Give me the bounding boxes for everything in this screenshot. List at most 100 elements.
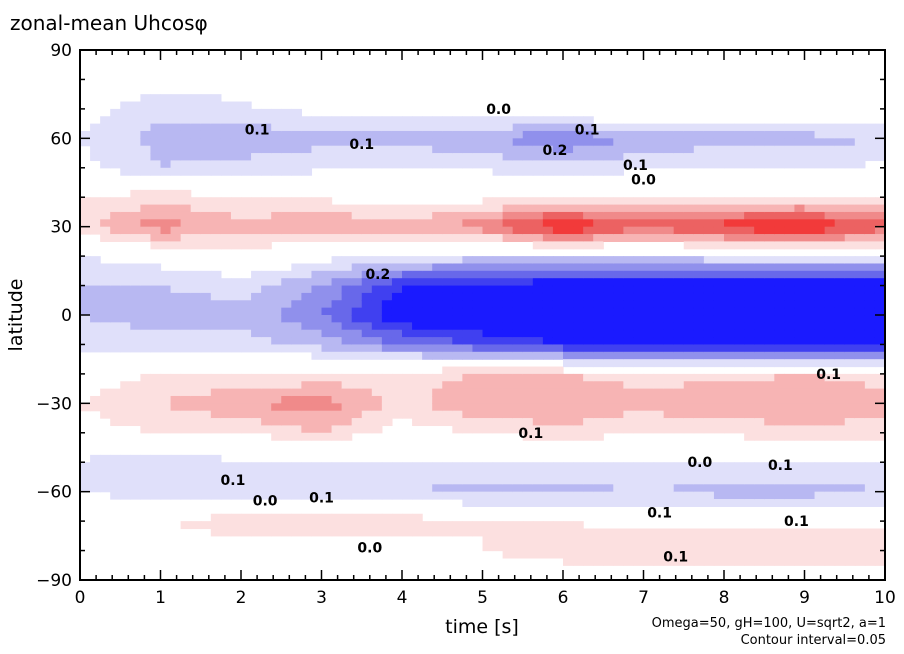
heatmap-cell	[361, 123, 373, 132]
heatmap-cell	[583, 138, 594, 147]
heatmap-cell	[391, 263, 403, 272]
heatmap-cell	[693, 491, 705, 500]
heatmap-cell	[492, 410, 504, 419]
heatmap-cell	[713, 153, 725, 162]
heatmap-cell	[754, 484, 765, 493]
heatmap-cell	[824, 432, 836, 441]
heatmap-cell	[371, 204, 383, 213]
heatmap-cell	[230, 513, 242, 522]
heatmap-cell	[391, 322, 403, 331]
heatmap-cell	[422, 381, 433, 390]
heatmap-cell	[482, 403, 494, 412]
heatmap-cell	[653, 484, 665, 493]
heatmap-cell	[643, 307, 655, 316]
heatmap-cell	[482, 351, 494, 360]
heatmap-cell	[774, 462, 785, 471]
heatmap-cell	[663, 160, 675, 169]
heatmap-cell	[744, 410, 755, 419]
heatmap-cell	[593, 145, 604, 154]
heatmap-cell	[402, 344, 413, 353]
heatmap-cell	[210, 469, 222, 478]
heatmap-cell	[391, 285, 403, 294]
heatmap-cell	[321, 130, 333, 139]
heatmap-cell	[200, 94, 212, 103]
heatmap-cell	[452, 138, 463, 147]
heatmap-cell	[834, 491, 846, 500]
heatmap-cell	[804, 278, 816, 287]
heatmap-cell	[754, 263, 765, 272]
heatmap-cell	[744, 160, 755, 169]
heatmap-cell	[261, 322, 272, 331]
heatmap-cell	[703, 211, 715, 220]
heatmap-cell	[573, 130, 584, 139]
heatmap-cell	[864, 373, 876, 382]
heatmap-cell	[492, 462, 504, 471]
heatmap-cell	[613, 388, 624, 397]
heatmap-cell	[583, 381, 594, 390]
heatmap-cell	[80, 315, 91, 323]
heatmap-cell	[331, 388, 343, 397]
heatmap-cell	[623, 226, 635, 235]
heatmap-cell	[261, 418, 272, 427]
heatmap-cell	[864, 499, 876, 507]
heatmap-cell	[432, 226, 443, 235]
heatmap-cell	[170, 130, 182, 139]
heatmap-cell	[251, 521, 262, 530]
heatmap-cell	[613, 130, 624, 139]
heatmap-cell	[703, 315, 715, 323]
heatmap-cell	[532, 278, 544, 287]
heatmap-cell	[281, 116, 292, 125]
heatmap-cell	[251, 145, 262, 154]
heatmap-cell	[874, 418, 886, 427]
heatmap-cell	[381, 476, 393, 485]
heatmap-cell	[502, 263, 514, 272]
heatmap-cell	[180, 425, 192, 434]
heatmap-cell	[573, 204, 584, 213]
heatmap-cell	[643, 138, 655, 147]
heatmap-cell	[402, 160, 413, 169]
heatmap-cell	[824, 359, 836, 368]
heatmap-cell	[874, 432, 886, 441]
heatmap-cell	[643, 145, 655, 154]
heatmap-cell	[130, 454, 141, 463]
heatmap-cell	[693, 322, 705, 331]
heatmap-cell	[442, 234, 453, 242]
heatmap-cell	[90, 454, 101, 463]
heatmap-cell	[653, 278, 665, 287]
heatmap-cell	[693, 241, 705, 250]
heatmap-cell	[301, 329, 313, 338]
heatmap-cell	[502, 138, 514, 147]
heatmap-cell	[713, 307, 725, 316]
heatmap-cell	[442, 145, 453, 154]
heatmap-cell	[633, 543, 645, 552]
heatmap-cell	[854, 130, 866, 139]
heatmap-cell	[874, 211, 886, 220]
heatmap-cell	[552, 535, 564, 544]
heatmap-cell	[482, 410, 494, 419]
heatmap-cell	[502, 197, 514, 206]
heatmap-cell	[271, 418, 282, 427]
heatmap-cell	[573, 241, 584, 250]
heatmap-cell	[412, 484, 423, 493]
heatmap-cell	[683, 476, 695, 485]
heatmap-cell	[412, 130, 423, 139]
heatmap-cell	[834, 145, 846, 154]
heatmap-cell	[482, 123, 494, 132]
heatmap-cell	[90, 395, 101, 404]
heatmap-cell	[472, 388, 484, 397]
heatmap-cell	[542, 211, 554, 220]
heatmap-cell	[573, 153, 584, 162]
heatmap-cell	[220, 381, 232, 390]
heatmap-cell	[794, 476, 806, 485]
heatmap-cell	[814, 557, 826, 566]
heatmap-cell	[110, 300, 121, 309]
heatmap-cell	[552, 138, 564, 147]
heatmap-cell	[130, 329, 141, 338]
heatmap-cell	[241, 153, 252, 162]
heatmap-cell	[643, 469, 655, 478]
heatmap-cell	[281, 123, 292, 132]
heatmap-cell	[593, 491, 604, 500]
heatmap-cell	[482, 226, 494, 235]
heatmap-cell	[804, 211, 816, 220]
heatmap-cell	[854, 499, 866, 507]
